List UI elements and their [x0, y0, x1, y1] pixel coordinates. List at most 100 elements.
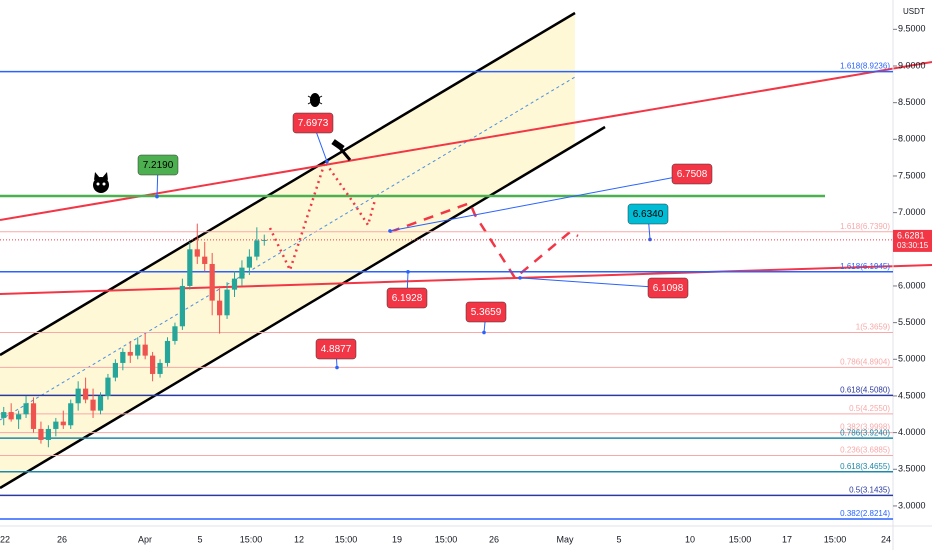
candle-body — [83, 388, 89, 400]
candle-body — [209, 263, 215, 301]
fib-label: 0.382(2.8214) — [840, 509, 890, 518]
y-tick-label: 4.0000 — [898, 427, 926, 437]
channel-fill — [0, 13, 575, 488]
candle-body — [112, 362, 118, 378]
annotation-label: 6.6340 — [633, 209, 664, 220]
candle-body — [179, 285, 185, 327]
candle-body — [53, 421, 59, 429]
candle-body — [97, 395, 104, 411]
fib-label: 0.786(3.9240) — [840, 428, 890, 437]
annotation-label: 7.6973 — [298, 118, 329, 129]
annotation-label: 4.8877 — [321, 344, 352, 355]
fib-label: 1.618(6.7390) — [840, 222, 890, 231]
annotation-label: 6.1928 — [392, 293, 423, 304]
candle-body — [150, 355, 156, 374]
candle-body — [239, 267, 245, 279]
x-tick-label: 15:00 — [824, 534, 847, 544]
candle-body — [164, 340, 171, 363]
bug-icon — [307, 93, 323, 107]
y-tick-label: 8.0000 — [898, 134, 926, 144]
annotation-leader — [519, 277, 669, 289]
candle-body — [172, 326, 178, 341]
candle-body — [120, 351, 126, 363]
x-tick-label: 19 — [392, 534, 402, 544]
current-price: 6.6281 — [897, 230, 925, 240]
fib-label: 0.5(3.1435) — [849, 486, 890, 495]
fib-label: 0.618(3.4655) — [840, 462, 890, 471]
projection-path — [268, 159, 377, 274]
trend-line — [0, 264, 932, 295]
annotation-box — [627, 203, 669, 225]
candle-body — [23, 403, 29, 415]
annotation-point — [648, 237, 652, 242]
x-tick-label: May — [556, 534, 574, 544]
x-tick-label: 5 — [616, 534, 621, 544]
candle-body — [8, 412, 14, 420]
x-tick-label: 26 — [57, 534, 67, 544]
fib-label: 0.236(3.6885) — [840, 446, 890, 455]
trend-line — [0, 61, 932, 221]
candle-body — [127, 351, 133, 356]
y-tick-label: 3.0000 — [898, 500, 926, 510]
y-tick-label: 4.5000 — [898, 390, 926, 400]
candle-body — [231, 278, 238, 290]
annotation-label: 6.7508 — [677, 169, 708, 180]
annotation-box — [647, 277, 689, 299]
x-tick-label: Apr — [138, 534, 152, 544]
current-price-tag — [893, 229, 932, 252]
candle-body — [16, 414, 22, 420]
candle-body — [45, 428, 51, 440]
x-tick-label: 15:00 — [240, 534, 263, 544]
fib-label: 1.618(6.1945) — [840, 262, 890, 271]
annotation-point — [482, 330, 486, 335]
annotation-point — [388, 229, 392, 233]
channel-top — [0, 11, 576, 357]
annotation-point — [335, 365, 339, 370]
annotation-leader — [389, 173, 693, 232]
y-tick-label: 7.0000 — [898, 207, 926, 217]
x-tick-label: 12 — [294, 534, 304, 544]
x-tick-label: 17 — [782, 534, 792, 544]
annotation-box — [465, 301, 507, 323]
annotation-label: 7.2190 — [143, 160, 174, 171]
candle-body — [157, 362, 163, 374]
candle-body — [60, 421, 66, 426]
y-tick-label: 9.0000 — [898, 60, 926, 70]
candle-body — [142, 344, 148, 356]
fib-label: 0.786(4.8904) — [840, 357, 890, 366]
annotation-point — [155, 194, 159, 199]
y-tick-label: 5.5000 — [898, 317, 926, 327]
x-tick-label: 15:00 — [729, 534, 752, 544]
candle-body — [30, 403, 37, 429]
y-tick-label: 8.5000 — [898, 97, 926, 107]
y-tick-label: 9.5000 — [898, 24, 926, 34]
annotation-box — [386, 287, 428, 309]
countdown: 03:30:15 — [897, 241, 929, 250]
fib-label: 1.618(8.9236) — [840, 62, 890, 71]
candle-body — [224, 289, 230, 316]
fib-label: 0.5(4.2550) — [849, 404, 890, 413]
candle-body — [217, 300, 223, 316]
fib-label: 0.382(3.9998) — [840, 423, 890, 432]
annotation-label: 6.1098 — [653, 283, 684, 294]
channel-bottom — [0, 125, 606, 490]
candle-body — [68, 403, 74, 426]
candle-body — [90, 399, 96, 411]
y-tick-label: 5.0000 — [898, 354, 926, 364]
fib-label: 1(5.3659) — [856, 323, 891, 332]
x-tick-label: 26 — [489, 534, 499, 544]
y-tick-label: 3.5000 — [898, 464, 926, 474]
candle-body — [187, 249, 193, 286]
projection-path — [389, 201, 579, 280]
candle-body — [254, 240, 260, 257]
candle-body — [135, 344, 141, 356]
annotation-label: 5.3659 — [471, 307, 502, 318]
candle-body — [202, 256, 208, 264]
hammer-icon — [331, 139, 352, 161]
annotation-box — [315, 338, 357, 360]
candle-body — [75, 388, 81, 404]
annotation-point — [325, 159, 329, 164]
